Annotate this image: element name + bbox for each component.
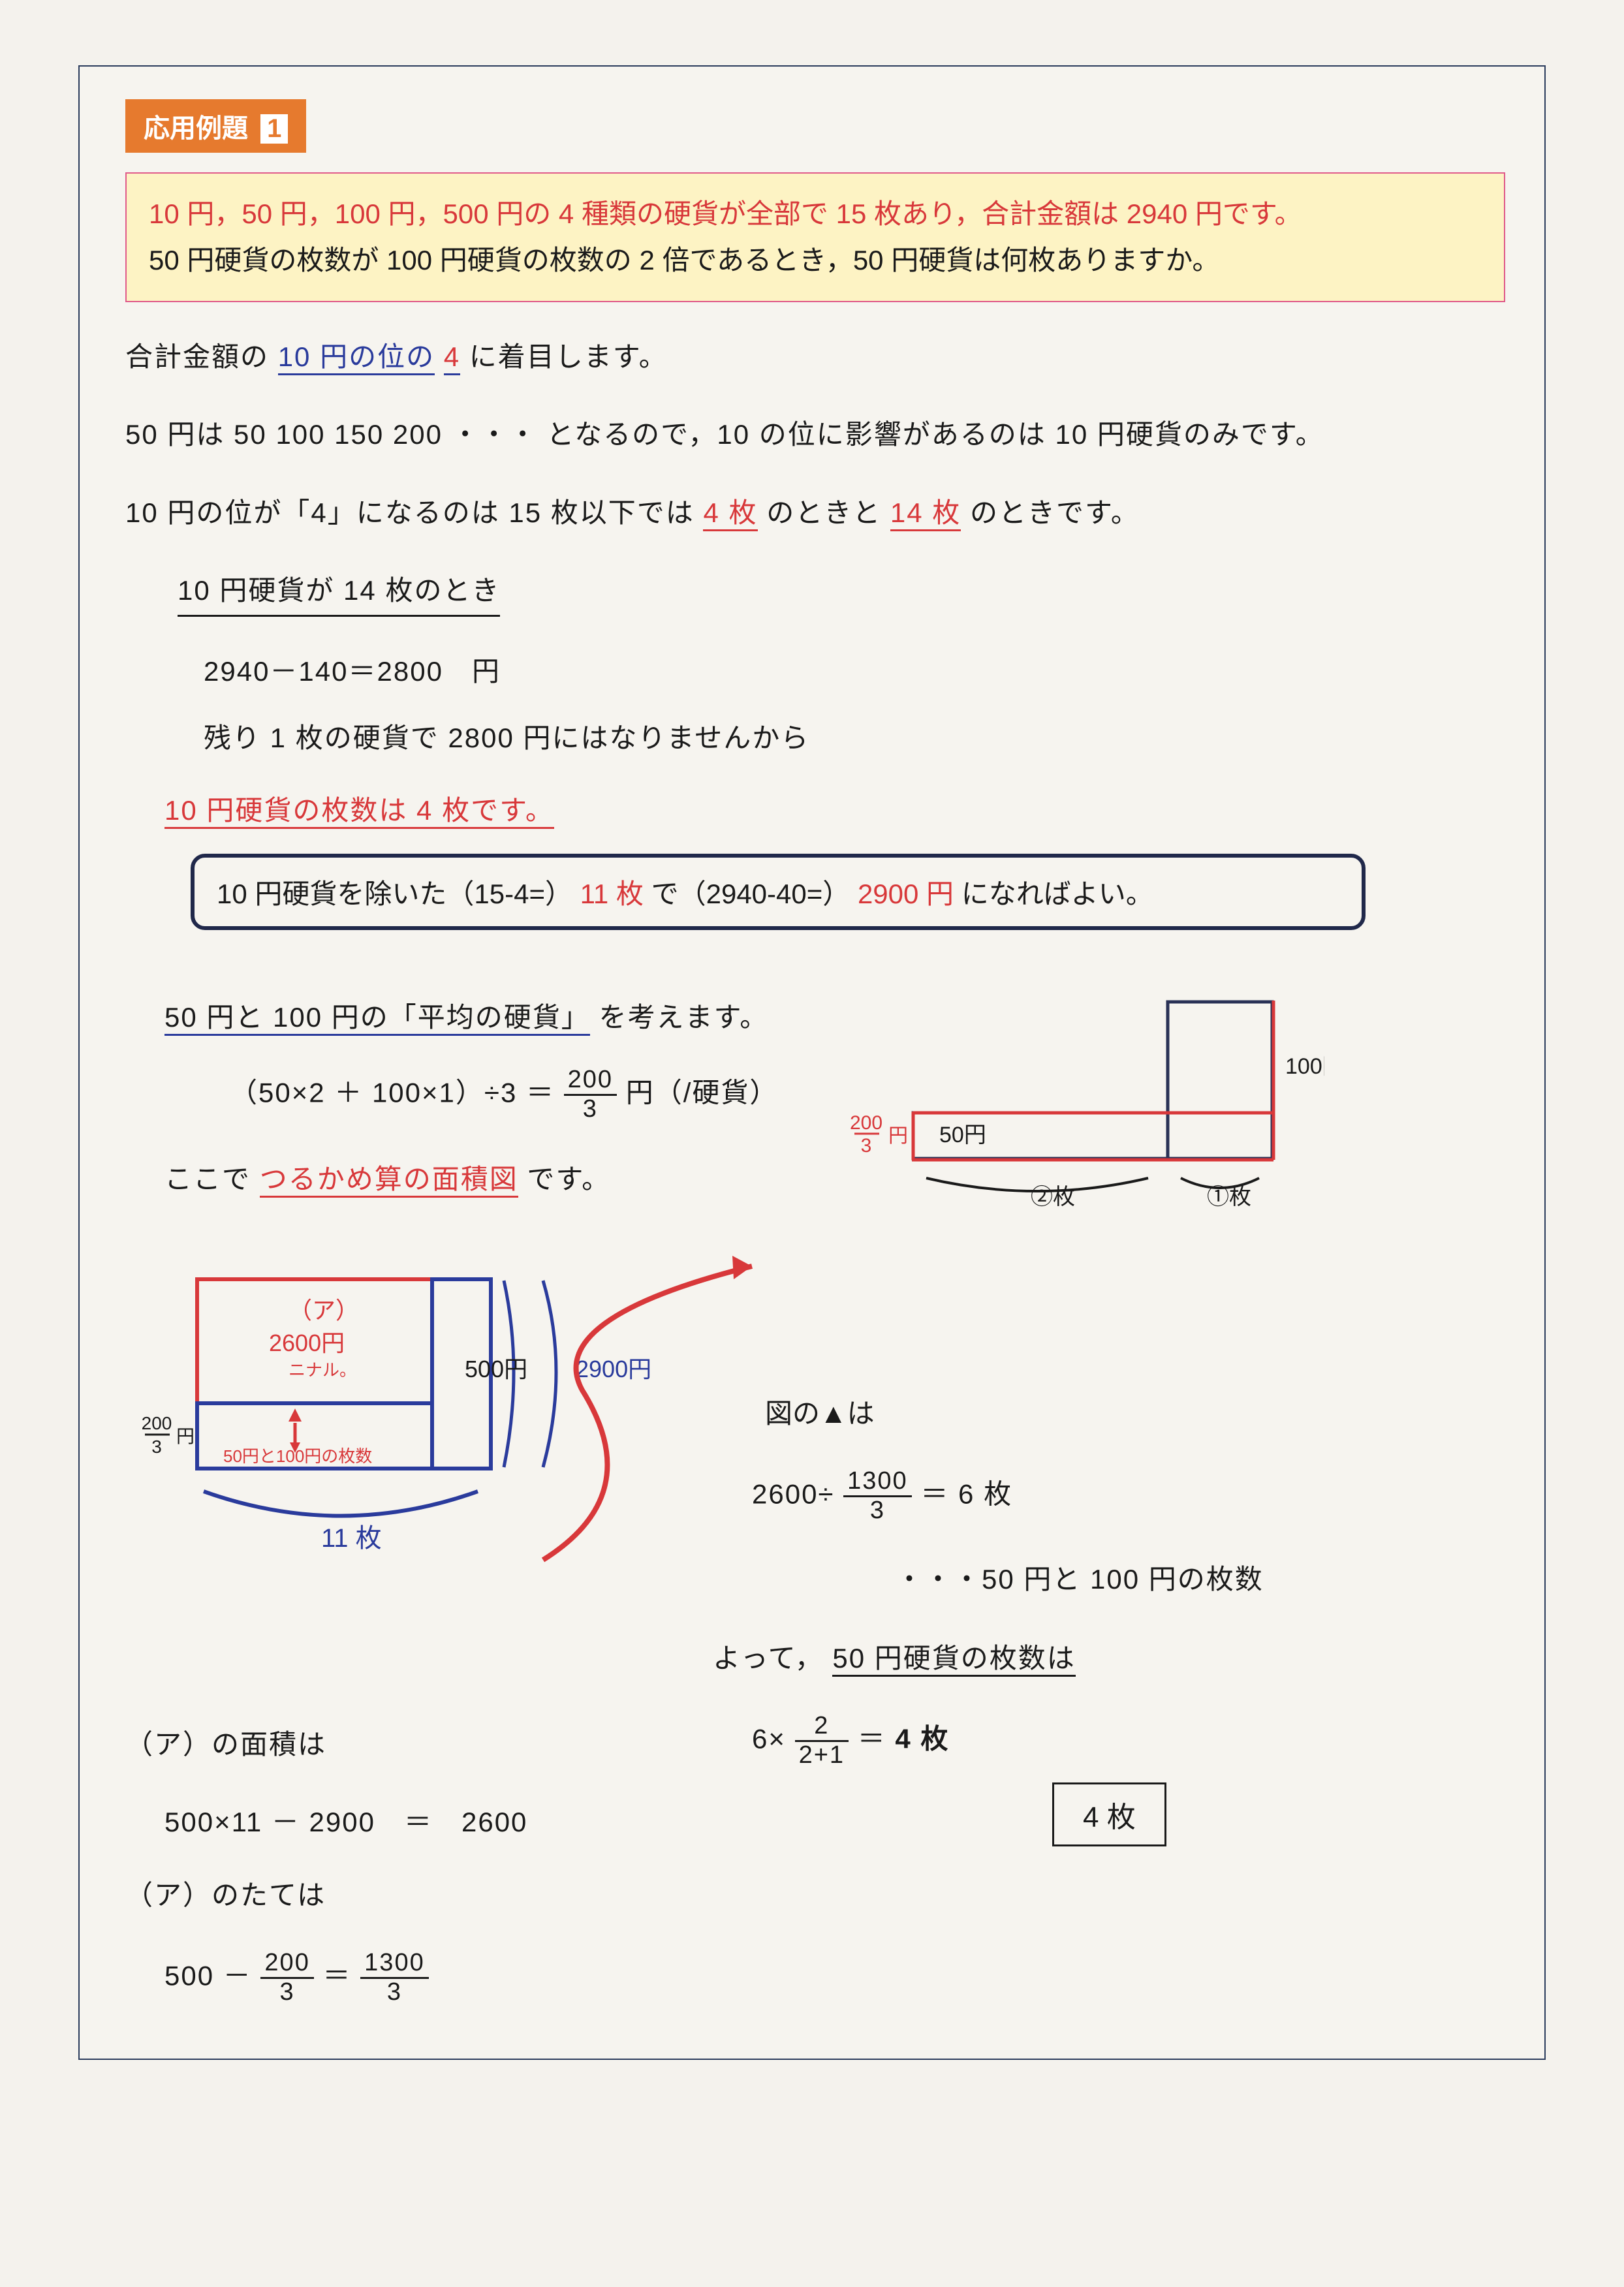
case-header: 10 円硬貨が 14 枚のとき	[178, 567, 500, 617]
frac-num: 2	[795, 1713, 849, 1742]
lbl-a3: ニナル。	[289, 1360, 356, 1380]
r4: よって， 50 円硬貨の枚数は	[713, 1635, 1505, 1681]
lbl-a2: 2600円	[269, 1330, 345, 1356]
t: 2900 円	[858, 879, 954, 909]
frac-den: 3	[360, 1979, 429, 2006]
frac-num: 1300	[843, 1468, 912, 1497]
lbl-avg-den: 3	[861, 1135, 872, 1157]
fraction: 1300 3	[843, 1468, 912, 1525]
lbl-yavg-den: 3	[151, 1437, 162, 1457]
diagram-1: 100円 50円 200 3 円 ②枚 ①枚	[828, 963, 1505, 1214]
lbl-avg-unit: 円	[888, 1125, 908, 1147]
avg-eq: （50×2 ＋ 100×1）÷3 ＝ 200 3 円（/硬貨）	[230, 1066, 802, 1123]
r2: 2600÷ 1300 3 ＝ 6 枚	[752, 1468, 1505, 1525]
t: のときです。	[970, 497, 1140, 528]
t: ＝ 6 枚	[920, 1478, 1012, 1509]
t: 500 －	[164, 1960, 260, 1991]
lbl-note: 50円と100円の枚数	[223, 1446, 372, 1466]
t: のときと	[766, 497, 881, 528]
right-calcs: 図の▲は 2600÷ 1300 3 ＝ 6 枚 ・・・50 円と 100 円の枚…	[713, 1234, 1505, 1846]
frac-num: 1300	[360, 1950, 429, 1979]
title-label: 応用例題	[144, 114, 248, 143]
lbl-a: （ア）	[289, 1297, 359, 1324]
t: 10 円の位の	[278, 341, 435, 375]
r3: ・・・50 円と 100 円の枚数	[896, 1556, 1505, 1602]
frac-den: 2+1	[795, 1742, 849, 1769]
t: 11 枚	[580, 879, 644, 909]
t: （50×2 ＋ 100×1）÷3 ＝	[230, 1077, 564, 1108]
frac-den: 3	[843, 1497, 912, 1525]
t: になればよい。	[961, 879, 1153, 909]
t: 4 枚	[895, 1724, 949, 1754]
problem-text-1a: 10 円，50 円，100 円，500 円の 4 種類の硬貨が全部で 15 枚あ…	[149, 198, 1302, 229]
t: 4 枚	[703, 497, 757, 531]
fraction: 1300 3	[360, 1950, 429, 2006]
t: ＝	[323, 1960, 361, 1991]
tsurukame-head: ここで つるかめ算の面積図 です。	[164, 1156, 802, 1202]
lbl-yavg-num: 200	[142, 1413, 172, 1433]
section-title: 応用例題 1	[125, 99, 306, 153]
solution-line-3: 10 円の位が「4」になるのは 15 枚以下では 4 枚 のときと 14 枚 の…	[125, 490, 1505, 536]
t: 10 円硬貨を除いた（15-4=）	[217, 879, 572, 909]
lbl-100: 100円	[1285, 1054, 1324, 1079]
t: を考えます。	[599, 1002, 768, 1033]
t: に着目します。	[469, 341, 668, 372]
t: 50 円硬貨の枚数は	[832, 1643, 1075, 1677]
avg-coin-block: 50 円と 100 円の「平均の硬貨」 を考えます。 （50×2 ＋ 100×1…	[125, 963, 802, 1202]
lbl-11: 11 枚	[321, 1524, 382, 1553]
area-eq: 500×11 － 2900 ＝ 2600	[164, 1799, 713, 1845]
lbl-avg-num: 200	[850, 1112, 882, 1134]
frac-num: 200	[260, 1950, 313, 1979]
t: ここで	[164, 1164, 251, 1194]
conclusion-1: 10 円硬貨の枚数は 4 枚です。	[164, 787, 1505, 833]
frac-num: 200	[564, 1066, 617, 1096]
t: です。	[527, 1164, 610, 1194]
r1: 図の▲は	[765, 1390, 1505, 1437]
solution-line-2: 50 円は 50 100 150 200 ・・・ となるので，10 の位に影響が…	[125, 411, 1505, 458]
problem-statement: 10 円，50 円，100 円，500 円の 4 種類の硬貨が全部で 15 枚あ…	[125, 172, 1505, 302]
t: 4	[444, 341, 460, 375]
fraction: 2 2+1	[795, 1713, 849, 1769]
frac-den: 3	[564, 1096, 617, 1123]
title-number: 1	[260, 114, 288, 144]
t: ＝	[858, 1724, 896, 1754]
problem-line-2: 50 円硬貨の枚数が 100 円硬貨の枚数の 2 倍であるとき，50 円硬貨は何…	[149, 237, 1482, 283]
fraction: 200 3	[564, 1066, 617, 1123]
arrow-icon	[504, 1221, 830, 1586]
avg-head: 50 円と 100 円の「平均の硬貨」 を考えます。	[164, 994, 802, 1040]
lbl-50: 50円	[939, 1123, 986, 1147]
case-note: 残り 1 枚の硬貨で 2800 円にはなりませんから	[204, 715, 1505, 761]
page-frame: 応用例題 1 10 円，50 円，100 円，500 円の 4 種類の硬貨が全部…	[78, 65, 1546, 2060]
lbl-x1: ①枚	[1207, 1185, 1251, 1209]
tate-label: （ア）のたては	[125, 1872, 713, 1918]
t: 10 円硬貨の枚数は 4 枚です。	[164, 795, 554, 829]
t: よって，	[713, 1643, 824, 1673]
left-calcs: （ア）の面積は 500×11 － 2900 ＝ 2600 （ア）のたては 500…	[125, 1721, 713, 2006]
frac-den: 3	[260, 1979, 313, 2006]
t: 14 枚	[890, 497, 961, 531]
t: 合計金額の	[125, 341, 269, 372]
fraction: 200 3	[260, 1950, 313, 2006]
r5: 6× 2 2+1 ＝ 4 枚	[752, 1713, 1505, 1769]
answer-box: 4 枚	[1052, 1782, 1166, 1846]
t: で（2940-40=）	[651, 879, 851, 909]
callout-box: 10 円硬貨を除いた（15-4=） 11 枚 で（2940-40=） 2900 …	[191, 854, 1366, 930]
t: 10 円の位が「4」になるのは 15 枚以下では	[125, 497, 695, 528]
tate-eq: 500 － 200 3 ＝ 1300 3	[164, 1950, 713, 2006]
area-label: （ア）の面積は	[125, 1721, 713, 1767]
t: つるかめ算の面積図	[260, 1164, 518, 1198]
t: 50 円と 100 円の「平均の硬貨」	[164, 1002, 590, 1036]
problem-line-1: 10 円，50 円，100 円，500 円の 4 種類の硬貨が全部で 15 枚あ…	[149, 191, 1482, 237]
lbl-x2: ②枚	[1031, 1185, 1075, 1209]
case-eq: 2940－140＝2800 円	[204, 648, 1505, 694]
t: 6×	[752, 1724, 786, 1754]
solution-line-1: 合計金額の 10 円の位の 4 に着目します。	[125, 334, 1505, 380]
t: 円（/硬貨）	[626, 1077, 779, 1108]
lbl-yavg-unit: 円	[176, 1426, 195, 1446]
